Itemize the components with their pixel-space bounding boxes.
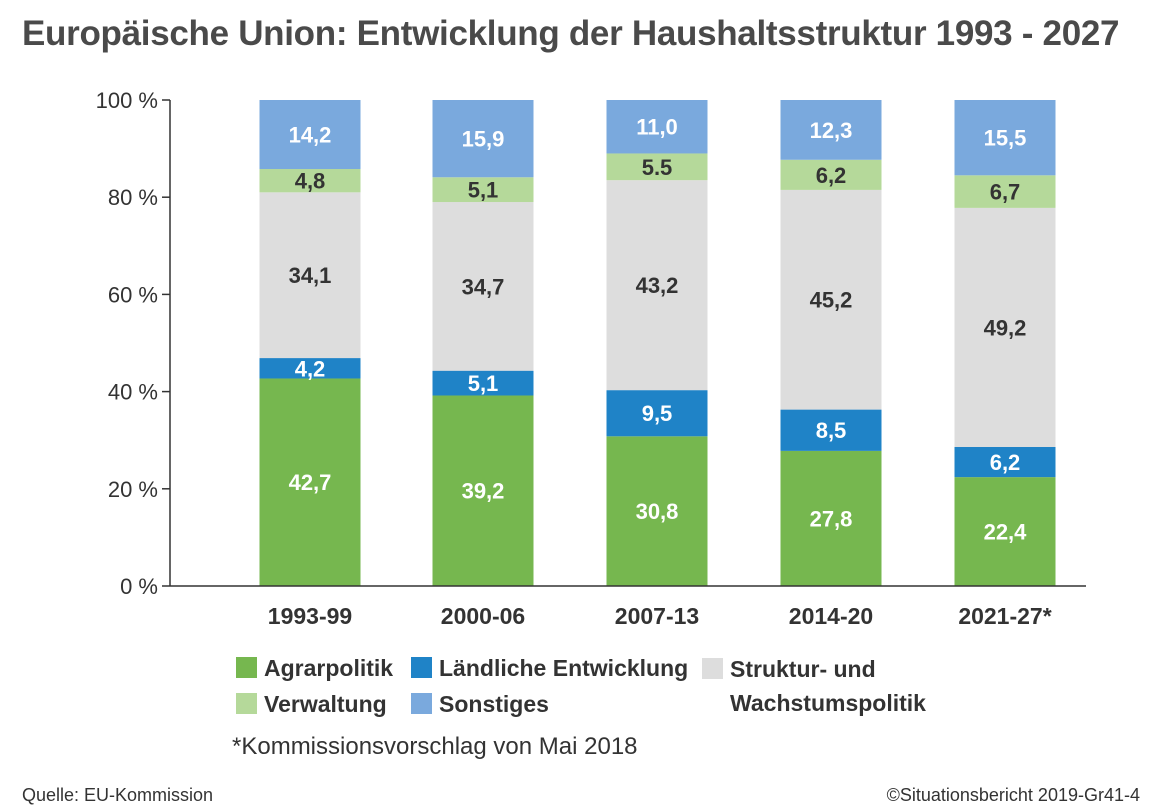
bar-segment-l-ndliche-entwicklung-2: [606, 390, 708, 437]
data-label-sonstiges-4: 15,5: [984, 126, 1027, 151]
bar-segment-sonstiges-1: [432, 100, 534, 178]
x-tick-label-1: 2000-06: [441, 603, 525, 629]
y-tick-label-4: 80 %: [108, 185, 158, 210]
y-tick-label-2: 40 %: [108, 380, 158, 405]
data-label-sonstiges-2: 11,0: [636, 115, 678, 140]
legend-swatch-verwaltung: [236, 693, 257, 714]
data-label-verwaltung-4: 6,7: [990, 180, 1021, 205]
data-label-sonstiges-1: 15,9: [462, 127, 505, 152]
source-note: Quelle: EU-Kommission: [22, 785, 214, 805]
data-label-struktur-und-wachstumspolitik-4: 49,2: [984, 315, 1027, 340]
data-label-agrarpolitik-3: 27,8: [810, 506, 853, 531]
bar-segment-agrarpolitik-0: [259, 378, 361, 586]
legend-swatch-sonstiges: [411, 693, 432, 714]
legend-label-struktur-line1: Struktur- und: [730, 656, 876, 682]
bar-segment-struktur-und-wachstumspolitik-2: [606, 180, 708, 391]
bar-segment-l-ndliche-entwicklung-1: [432, 370, 534, 396]
bar-segment-verwaltung-2: [606, 153, 708, 181]
y-tick-label-3: 60 %: [108, 282, 158, 307]
bar-segment-verwaltung-1: [432, 177, 534, 203]
bar-segment-agrarpolitik-3: [780, 450, 882, 586]
x-tick-label-2: 2007-13: [615, 603, 699, 629]
y-tick-label-0: 0 %: [120, 574, 158, 599]
data-label-struktur-und-wachstumspolitik-1: 34,7: [462, 274, 505, 299]
bar-segment-verwaltung-4: [954, 175, 1056, 208]
y-tick-label-1: 20 %: [108, 477, 158, 502]
x-tick-label-4: 2021-27*: [958, 603, 1051, 629]
bar-segment-struktur-und-wachstumspolitik-4: [954, 207, 1056, 448]
bar-segment-verwaltung-0: [259, 169, 361, 193]
data-label-l-ndliche-entwicklung-4: 6,2: [990, 450, 1021, 475]
stacked-bar-chart: 42,7 4,2 34,1 4,8 14,2 39,2 5,1 34,7 5,1 15,9 30,8…: [96, 88, 1086, 629]
legend-swatch-struktur: [702, 658, 723, 679]
data-label-l-ndliche-entwicklung-1: 5,1: [468, 371, 499, 396]
data-label-verwaltung-0: 4,8: [295, 169, 326, 194]
data-label-verwaltung-2: 5.5: [642, 155, 673, 180]
bar-segment-struktur-und-wachstumspolitik-3: [780, 189, 882, 410]
legend-label-sonstiges: Sonstiges: [439, 691, 549, 717]
bar-segment-agrarpolitik-4: [954, 477, 1056, 586]
credit-note: ©Situationsbericht 2019-Gr41-4: [886, 785, 1140, 805]
data-label-l-ndliche-entwicklung-2: 9,5: [642, 401, 673, 426]
bar-segment-agrarpolitik-1: [432, 395, 534, 586]
legend-swatch-laendliche-entwicklung: [411, 657, 432, 678]
chart-title: Europäische Union: Entwicklung der Haush…: [22, 14, 1120, 53]
data-label-verwaltung-1: 5,1: [468, 178, 499, 203]
bar-segment-struktur-und-wachstumspolitik-0: [259, 192, 361, 359]
bar-segment-sonstiges-4: [954, 100, 1056, 176]
data-label-agrarpolitik-1: 39,2: [462, 479, 505, 504]
x-tick-label-3: 2014-20: [789, 603, 873, 629]
data-label-struktur-und-wachstumspolitik-2: 43,2: [636, 273, 679, 298]
legend-label-laendliche-entwicklung: Ländliche Entwicklung: [439, 655, 689, 681]
x-tick-label-0: 1993-99: [268, 603, 352, 629]
legend-label-verwaltung: Verwaltung: [264, 691, 387, 717]
bar-segment-agrarpolitik-2: [606, 436, 708, 586]
data-label-verwaltung-3: 6,2: [816, 163, 847, 188]
bar-segment-struktur-und-wachstumspolitik-1: [432, 202, 534, 371]
bar-segment-l-ndliche-entwicklung-3: [780, 409, 882, 451]
bar-segment-sonstiges-3: [780, 100, 882, 160]
data-label-l-ndliche-entwicklung-0: 4,2: [295, 356, 326, 381]
bar-segment-verwaltung-3: [780, 159, 882, 190]
data-label-struktur-und-wachstumspolitik-3: 45,2: [810, 288, 853, 313]
data-label-agrarpolitik-0: 42,7: [289, 470, 332, 495]
legend-label-agrarpolitik: Agrarpolitik: [264, 655, 394, 681]
data-label-sonstiges-3: 12,3: [810, 118, 853, 143]
bar-segment-l-ndliche-entwicklung-0: [259, 358, 361, 379]
data-label-sonstiges-0: 14,2: [289, 123, 332, 148]
y-tick-label-5: 100 %: [96, 88, 158, 113]
legend-swatch-agrarpolitik: [236, 657, 257, 678]
data-label-l-ndliche-entwicklung-3: 8,5: [816, 418, 847, 443]
legend-label-struktur-line2: Wachstumspolitik: [730, 690, 926, 716]
data-label-agrarpolitik-4: 22,4: [984, 520, 1028, 545]
bar-segment-sonstiges-0: [259, 100, 361, 170]
bar-segment-l-ndliche-entwicklung-4: [954, 447, 1056, 478]
footnote: *Kommissionsvorschlag von Mai 2018: [232, 733, 638, 760]
bar-segment-sonstiges-2: [606, 100, 708, 154]
data-label-struktur-und-wachstumspolitik-0: 34,1: [289, 263, 332, 288]
data-label-agrarpolitik-2: 30,8: [636, 499, 679, 524]
